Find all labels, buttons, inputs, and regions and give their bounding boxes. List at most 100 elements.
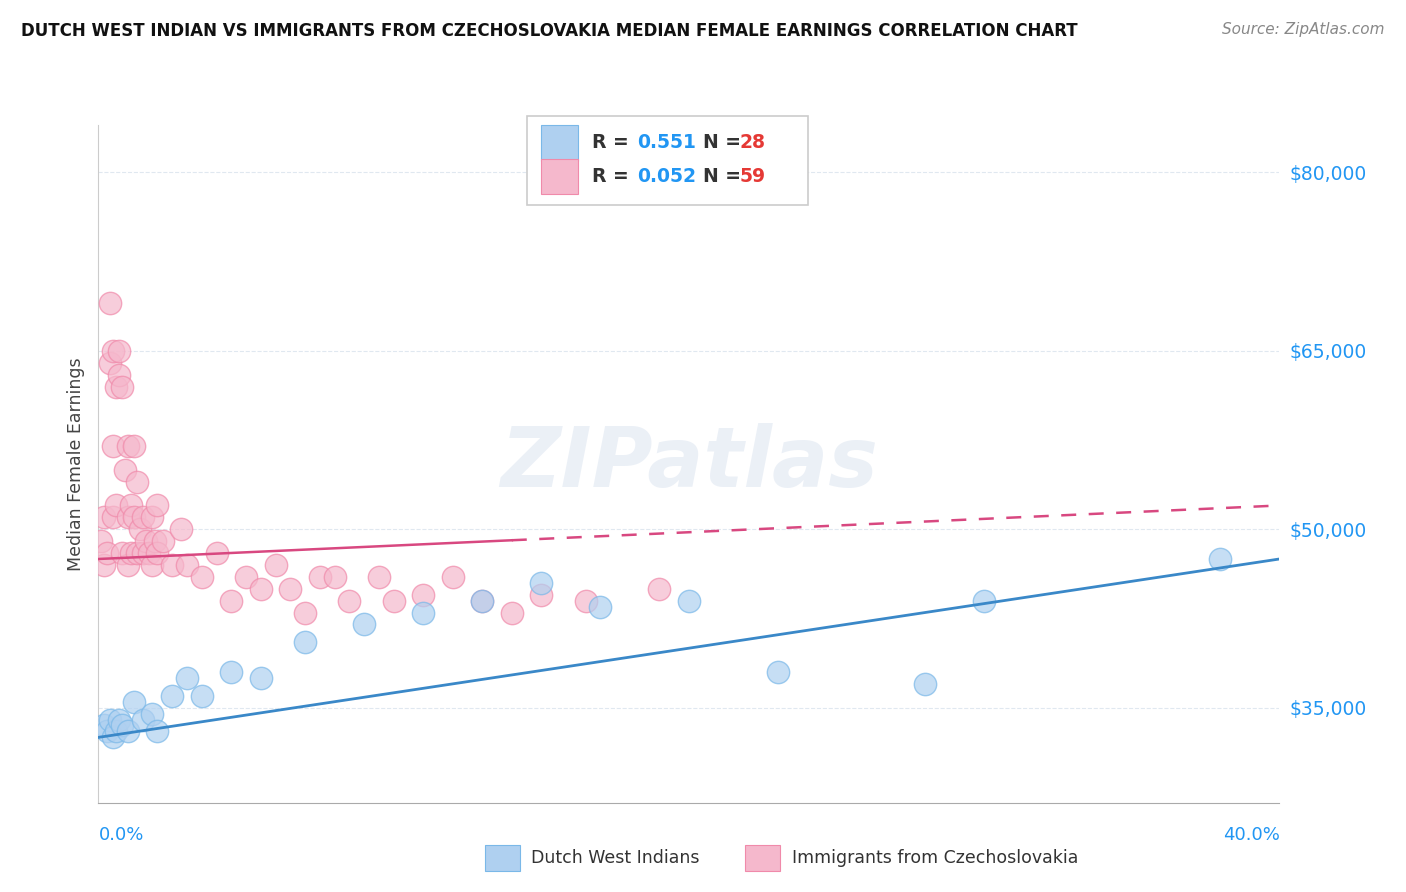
- Point: [128, 522, 150, 536]
- Text: 40.0%: 40.0%: [1223, 826, 1279, 844]
- Point: [117, 724, 139, 739]
- Point: [648, 582, 671, 596]
- Point: [141, 510, 163, 524]
- Text: R =: R =: [592, 133, 636, 153]
- Point: [530, 588, 553, 602]
- Point: [219, 665, 243, 679]
- Point: [471, 593, 494, 607]
- Text: ZIPatlas: ZIPatlas: [501, 424, 877, 504]
- Point: [574, 593, 596, 607]
- Point: [264, 558, 287, 572]
- Point: [103, 439, 125, 453]
- Point: [382, 593, 405, 607]
- Point: [98, 713, 121, 727]
- Point: [1209, 552, 1232, 566]
- Text: 0.551: 0.551: [637, 133, 696, 153]
- Text: R =: R =: [592, 167, 636, 186]
- Point: [235, 570, 257, 584]
- Point: [278, 582, 302, 596]
- Point: [176, 671, 198, 685]
- Point: [93, 510, 115, 524]
- Point: [105, 499, 128, 513]
- Point: [170, 522, 193, 536]
- Point: [122, 695, 145, 709]
- Text: DUTCH WEST INDIAN VS IMMIGRANTS FROM CZECHOSLOVAKIA MEDIAN FEMALE EARNINGS CORRE: DUTCH WEST INDIAN VS IMMIGRANTS FROM CZE…: [21, 22, 1078, 40]
- Point: [146, 546, 169, 560]
- Text: Immigrants from Czechoslovakia: Immigrants from Czechoslovakia: [792, 849, 1078, 867]
- Text: N =: N =: [690, 133, 748, 153]
- Point: [111, 718, 134, 732]
- Point: [766, 665, 789, 679]
- Point: [117, 510, 139, 524]
- Point: [132, 713, 155, 727]
- Point: [412, 588, 434, 602]
- Point: [96, 546, 118, 560]
- Point: [132, 546, 155, 560]
- Y-axis label: Median Female Earnings: Median Female Earnings: [66, 357, 84, 571]
- Point: [412, 606, 434, 620]
- Point: [96, 724, 118, 739]
- Point: [103, 343, 125, 358]
- Point: [678, 593, 700, 607]
- Point: [122, 510, 145, 524]
- Point: [162, 558, 183, 572]
- Point: [353, 617, 375, 632]
- Point: [93, 718, 115, 732]
- Point: [143, 534, 166, 549]
- Text: N =: N =: [690, 167, 748, 186]
- Text: 59: 59: [740, 167, 766, 186]
- Point: [111, 379, 134, 393]
- Point: [146, 499, 169, 513]
- Point: [105, 724, 128, 739]
- Point: [530, 575, 553, 590]
- Point: [117, 558, 139, 572]
- Point: [250, 582, 273, 596]
- Point: [589, 599, 612, 614]
- Point: [294, 635, 316, 649]
- Point: [108, 368, 131, 382]
- Text: 0.052: 0.052: [637, 167, 696, 186]
- Point: [141, 558, 163, 572]
- Point: [125, 546, 148, 560]
- Text: Dutch West Indians: Dutch West Indians: [531, 849, 700, 867]
- Point: [205, 546, 228, 560]
- Point: [146, 724, 169, 739]
- Point: [111, 546, 134, 560]
- Point: [135, 534, 157, 549]
- Point: [501, 606, 523, 620]
- Point: [98, 296, 121, 310]
- Point: [152, 534, 174, 549]
- Point: [98, 356, 121, 370]
- Point: [973, 593, 995, 607]
- Point: [138, 546, 160, 560]
- Text: 0.0%: 0.0%: [98, 826, 143, 844]
- Point: [108, 713, 131, 727]
- Point: [294, 606, 316, 620]
- Point: [914, 677, 936, 691]
- Point: [120, 546, 142, 560]
- Point: [93, 558, 115, 572]
- Point: [250, 671, 273, 685]
- Point: [117, 439, 139, 453]
- Point: [120, 499, 142, 513]
- Point: [125, 475, 148, 489]
- Point: [162, 689, 183, 703]
- Point: [368, 570, 391, 584]
- Point: [309, 570, 332, 584]
- Point: [141, 706, 163, 721]
- Point: [108, 343, 131, 358]
- Point: [471, 593, 494, 607]
- Point: [323, 570, 346, 584]
- Point: [103, 510, 125, 524]
- Point: [122, 439, 145, 453]
- Point: [103, 731, 125, 745]
- Point: [105, 379, 128, 393]
- Text: 28: 28: [740, 133, 765, 153]
- Point: [176, 558, 198, 572]
- Point: [114, 463, 136, 477]
- Text: Source: ZipAtlas.com: Source: ZipAtlas.com: [1222, 22, 1385, 37]
- Point: [441, 570, 464, 584]
- Point: [191, 689, 214, 703]
- Point: [90, 534, 112, 549]
- Point: [219, 593, 243, 607]
